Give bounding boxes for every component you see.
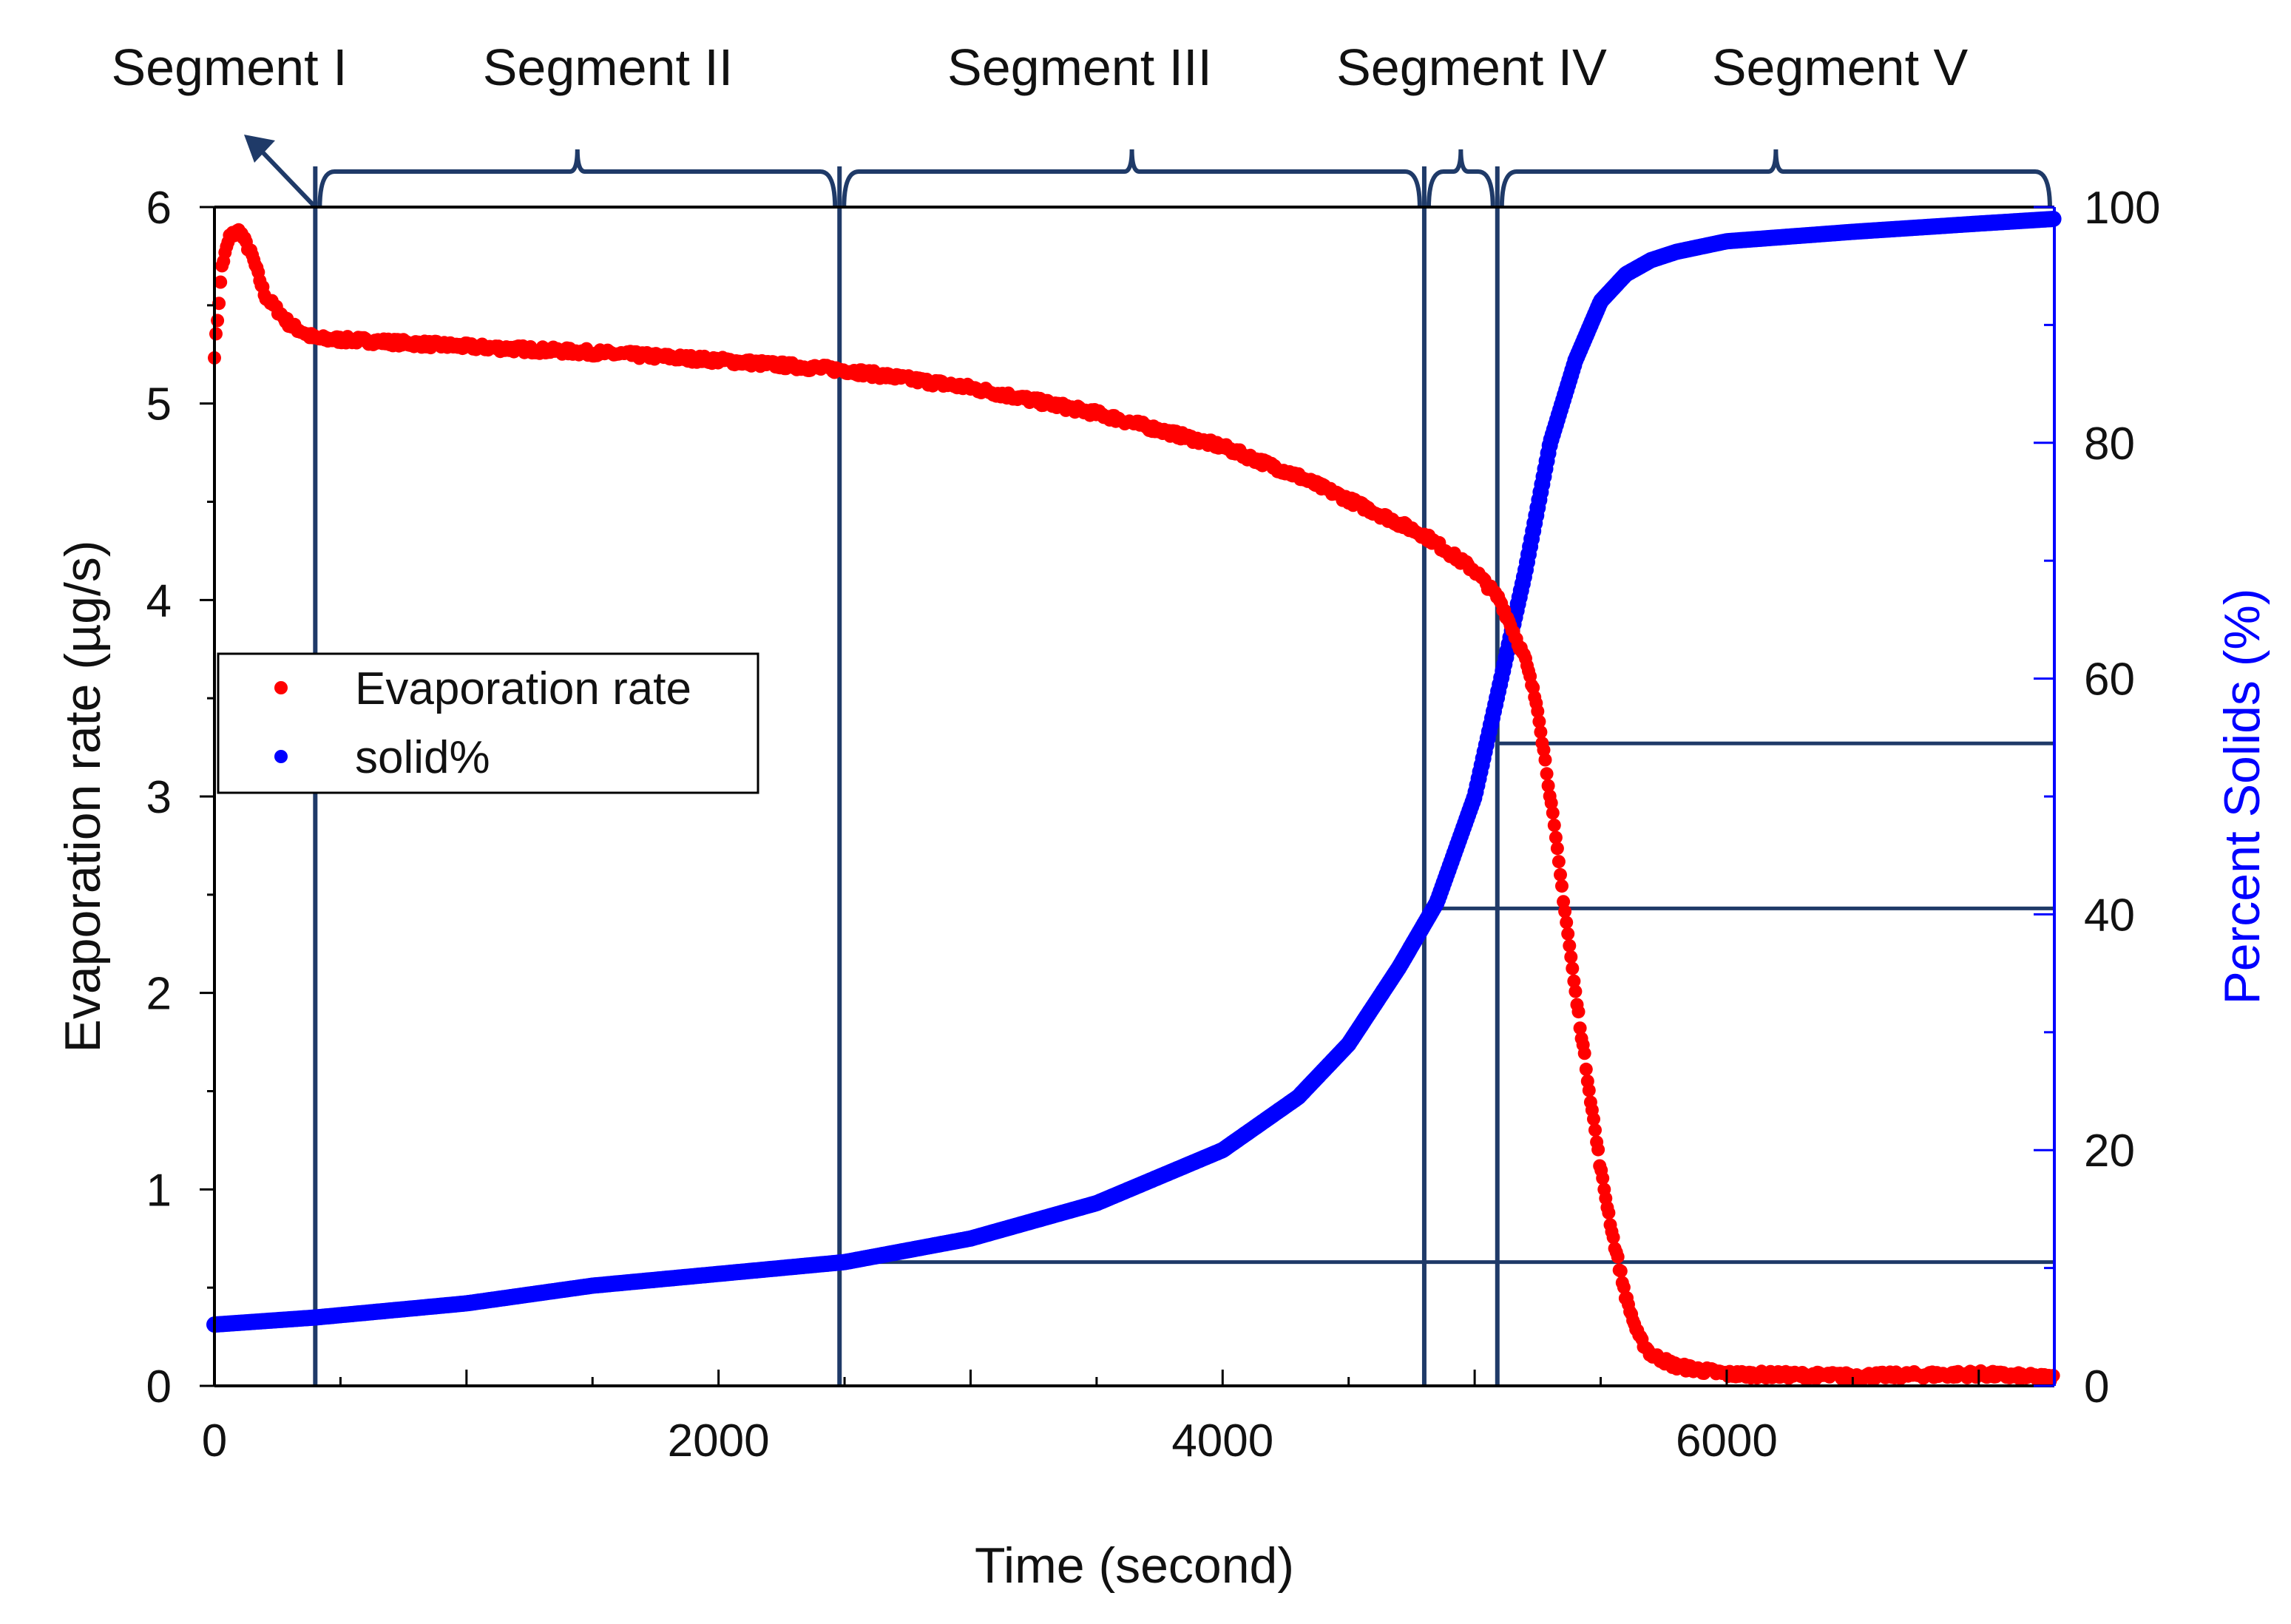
- evaporation-rate-point: [1532, 714, 1546, 728]
- evaporation-rate-point: [1587, 1112, 1600, 1126]
- segment-brace: [1426, 149, 1495, 209]
- evaporation-rate-point: [1537, 743, 1551, 757]
- evaporation-rate-point: [1588, 1123, 1602, 1137]
- y-right-tick-label: 40: [2084, 890, 2135, 941]
- evaporation-rate-point: [1561, 927, 1575, 941]
- x-tick-label: 2000: [668, 1415, 770, 1466]
- evaporation-rate-point: [1617, 1280, 1631, 1294]
- evaporation-rate-point: [1544, 796, 1558, 810]
- y-left-axis-title: Evaporation rate (µg/s): [55, 540, 111, 1052]
- segment-label-5: Segment V: [1712, 38, 1969, 96]
- segment-label-3: Segment III: [947, 38, 1212, 96]
- y-right-axis-title: Percent Solids (%): [2214, 588, 2270, 1004]
- evaporation-rate-point: [214, 275, 228, 289]
- evaporation-rate-point: [1538, 753, 1552, 767]
- x-tick-label: 0: [202, 1415, 227, 1466]
- evaporation-rate-point: [1564, 950, 1578, 964]
- y-left-tick-label: 5: [146, 379, 172, 430]
- evaporation-rate-point: [1611, 1250, 1625, 1264]
- x-tick-label: 6000: [1676, 1415, 1778, 1466]
- evaporation-rate-point: [1571, 1005, 1586, 1019]
- evaporation-rate-point: [1547, 818, 1561, 832]
- legend: Evaporation rate solid%: [217, 652, 759, 794]
- segment-1-arrow-head: [244, 135, 275, 163]
- threshold-lines: [839, 741, 2054, 1265]
- evaporation-rate-point: [1546, 806, 1560, 820]
- evaporation-rate-point: [1549, 830, 1563, 845]
- evaporation-rate-point: [1602, 1206, 1616, 1219]
- evaporation-rate-point: [1568, 984, 1583, 998]
- y-right-tick-label: 0: [2084, 1361, 2109, 1412]
- segment-brace: [842, 149, 1422, 209]
- x-axis-ticks: 0 2000 4000 6000: [202, 1370, 1980, 1466]
- legend-marker-solid: [274, 750, 288, 763]
- evaporation-rate-point: [1563, 938, 1577, 953]
- evaporation-rate-point: [1560, 916, 1574, 930]
- evaporation-rate-point: [1557, 895, 1571, 909]
- evaporation-rate-point: [1614, 1264, 1628, 1278]
- evaporation-rate-point: [1566, 961, 1580, 975]
- evaporation-rate-point: [1558, 904, 1572, 918]
- series-solid-percent: [206, 211, 2062, 1333]
- legend-label-solid: solid%: [355, 732, 490, 783]
- evaporation-rate-point: [1591, 1143, 1605, 1157]
- x-axis-title: Time (second): [975, 1537, 1294, 1594]
- y-right-tick-label: 60: [2084, 654, 2135, 706]
- evaporation-rate-point: [1555, 879, 1568, 893]
- evaporation-rate-point: [1541, 779, 1555, 793]
- segment-label-4: Segment IV: [1336, 38, 1607, 96]
- evaporation-rate-point: [1551, 855, 1566, 869]
- y-left-tick-label: 6: [146, 183, 172, 234]
- evaporation-rate-point: [1577, 1046, 1591, 1060]
- y-right-axis-ticks: 0 20 40 60 80 100: [2034, 183, 2160, 1412]
- evaporation-rate-point: [1573, 1021, 1587, 1035]
- y-right-tick-label: 100: [2084, 183, 2160, 234]
- evaporation-rate-point: [1567, 974, 1581, 988]
- evaporation-rate-point: [1550, 842, 1564, 856]
- x-tick-label: 4000: [1171, 1415, 1273, 1466]
- segment-brace: [317, 149, 838, 209]
- evaporation-rate-point: [1540, 767, 1554, 781]
- legend-box: [217, 652, 759, 794]
- evaporation-rate-point: [1534, 725, 1548, 739]
- evaporation-rate-point: [1582, 1083, 1596, 1097]
- evaporation-rate-point: [1596, 1171, 1610, 1185]
- evaporation-rate-point: [211, 314, 225, 328]
- y-left-tick-label: 3: [146, 772, 172, 823]
- segment-label-2: Segment II: [483, 38, 734, 96]
- legend-marker-evaporation-rate: [274, 681, 288, 694]
- evaporation-rate-point: [1554, 867, 1567, 882]
- series-evaporation-rate: [208, 223, 2060, 1388]
- segment-annotations: [244, 135, 2052, 209]
- y-left-tick-label: 2: [146, 969, 172, 1020]
- y-left-tick-label: 1: [146, 1165, 172, 1216]
- legend-label-evaporation-rate: Evaporation rate: [355, 663, 691, 714]
- y-left-tick-label: 0: [146, 1361, 172, 1412]
- evaporation-rate-point: [1531, 704, 1545, 718]
- segment-label-1: Segment I: [111, 38, 347, 96]
- y-left-tick-label: 4: [146, 575, 172, 626]
- y-right-tick-label: 80: [2084, 419, 2135, 470]
- evaporation-rate-point: [1606, 1231, 1620, 1245]
- evaporation-rate-point: [1579, 1062, 1593, 1076]
- segment-brace: [1499, 149, 2052, 209]
- y-right-tick-label: 20: [2084, 1126, 2135, 1177]
- y-left-axis-ticks: 0 1 2 3 4 5 6: [146, 183, 214, 1412]
